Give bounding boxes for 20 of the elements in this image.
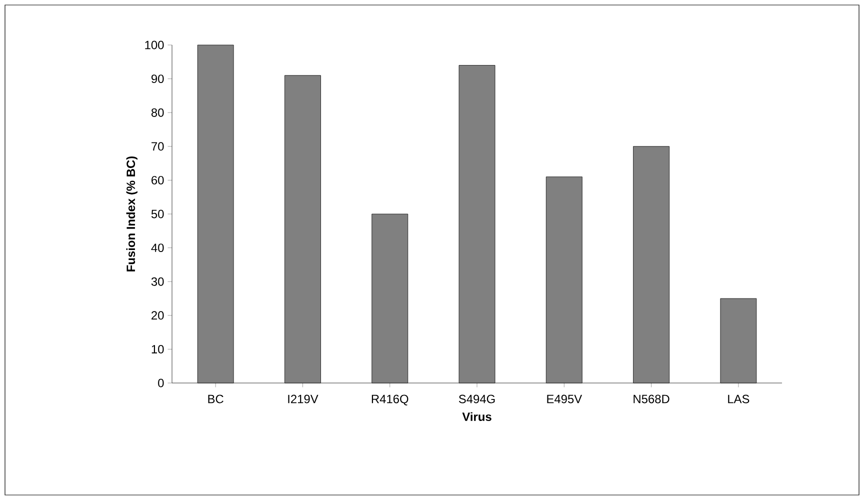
y-tick-label: 100 [145, 40, 164, 50]
y-tick-label: 60 [152, 176, 164, 184]
y-tick-label: 70 [152, 142, 164, 151]
x-tick-label: N568D [634, 394, 670, 404]
y-axis-title: Fusion Index (% BC) [126, 156, 138, 272]
y-tick-label: 90 [151, 74, 164, 84]
y-tick-label: 40 [151, 244, 164, 252]
x-tick-label: E495V [547, 394, 582, 404]
x-tick-label: BC [208, 394, 224, 404]
y-tick-label: 0 [158, 378, 164, 388]
y-tick-label: 80 [151, 108, 164, 117]
x-tick-label: R416Q [372, 394, 408, 406]
x-tick-label: S494G [458, 394, 495, 404]
y-tick-label: 10 [152, 344, 164, 354]
x-axis-title: Virus [462, 412, 492, 421]
y-tick-label: 20 [152, 311, 164, 320]
x-tick-label: I219V [288, 394, 318, 404]
y-tick-label: 50 [151, 210, 164, 218]
x-tick-label: LAS [728, 394, 750, 404]
y-tick-label: 30 [151, 277, 164, 286]
